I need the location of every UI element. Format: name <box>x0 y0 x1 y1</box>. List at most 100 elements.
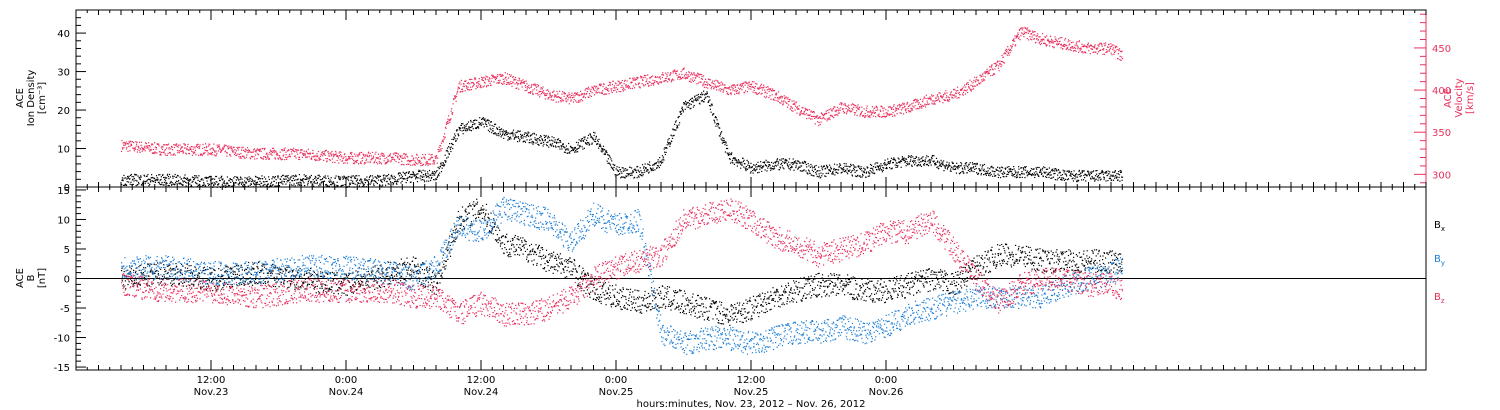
velocity-point <box>310 157 312 159</box>
density-point <box>215 181 217 183</box>
density-point <box>645 168 647 170</box>
velocity-point <box>1016 34 1018 36</box>
density-point <box>931 158 933 160</box>
density-point <box>285 183 287 185</box>
density-point <box>890 160 892 162</box>
velocity-point <box>775 94 777 96</box>
density-point <box>173 183 175 185</box>
density-point <box>590 136 593 138</box>
density-point <box>814 168 816 170</box>
density-point <box>487 129 489 131</box>
velocity-point <box>1081 51 1083 53</box>
density-point <box>775 161 777 163</box>
density-point <box>399 172 401 174</box>
density-point <box>579 145 581 147</box>
velocity-point <box>461 91 463 93</box>
density-point <box>573 148 575 150</box>
velocity-point <box>895 109 897 111</box>
velocity-point <box>579 99 581 101</box>
density-point <box>876 165 878 167</box>
density-point <box>488 131 491 133</box>
velocity-point <box>1064 37 1067 40</box>
density-point <box>930 159 932 161</box>
density-point <box>424 174 426 176</box>
velocity-point <box>499 73 501 75</box>
velocity-point <box>697 72 699 74</box>
velocity-point <box>269 149 272 151</box>
velocity-point <box>209 144 211 146</box>
density-point <box>821 175 823 177</box>
density-point <box>550 144 552 146</box>
density-point <box>920 165 923 167</box>
velocity-point <box>367 155 369 158</box>
density-point <box>211 182 213 184</box>
density-point <box>906 161 908 163</box>
density-point <box>651 169 653 171</box>
density-point <box>386 175 389 177</box>
density-point <box>530 134 532 136</box>
density-point <box>718 127 720 129</box>
velocity-point <box>699 81 701 83</box>
density-point <box>277 175 279 177</box>
density-point <box>574 151 576 153</box>
density-point <box>756 166 758 168</box>
density-point <box>905 165 907 167</box>
velocity-point <box>276 154 278 156</box>
velocity-point <box>521 80 523 82</box>
velocity-point <box>832 108 834 110</box>
density-point <box>471 125 473 127</box>
density-point <box>676 124 678 127</box>
velocity-point <box>191 146 193 148</box>
velocity-point <box>325 150 327 152</box>
velocity-point <box>846 105 848 107</box>
density-point <box>783 168 785 170</box>
velocity-point <box>751 81 753 83</box>
density-point <box>967 165 969 167</box>
velocity-point <box>844 103 846 105</box>
density-point <box>215 175 217 178</box>
velocity-point <box>248 149 250 151</box>
velocity-point <box>1012 39 1014 41</box>
velocity-point <box>923 96 926 98</box>
velocity-point <box>833 114 836 116</box>
velocity-point <box>1099 42 1101 44</box>
density-point <box>776 160 778 162</box>
velocity-point <box>602 83 605 85</box>
density-point <box>126 181 128 183</box>
density-point <box>514 136 516 139</box>
velocity-point <box>332 153 334 155</box>
velocity-point <box>370 159 372 161</box>
density-point <box>339 176 341 178</box>
velocity-point <box>296 151 298 153</box>
density-point <box>638 170 640 172</box>
velocity-point <box>695 74 698 76</box>
density-point <box>499 129 501 131</box>
density-point <box>549 139 551 141</box>
density-point <box>628 173 630 175</box>
velocity-point <box>952 94 954 96</box>
velocity-point <box>946 95 948 97</box>
density-point <box>792 158 794 160</box>
velocity-point <box>319 158 321 160</box>
density-point <box>424 181 426 183</box>
density-point <box>474 119 476 121</box>
velocity-point <box>787 96 789 99</box>
velocity-point <box>402 163 404 165</box>
velocity-point <box>1055 38 1057 40</box>
density-point <box>133 178 135 180</box>
velocity-point <box>962 93 964 95</box>
density-point <box>305 178 307 181</box>
velocity-point <box>374 159 377 161</box>
velocity-point <box>579 101 581 103</box>
velocity-point <box>424 157 426 159</box>
velocity-point <box>780 102 782 104</box>
velocity-point <box>620 86 622 89</box>
velocity-point <box>922 99 924 101</box>
velocity-point <box>874 112 876 114</box>
velocity-point <box>779 96 782 98</box>
velocity-point <box>723 88 725 90</box>
density-point <box>697 93 699 96</box>
velocity-point <box>580 90 582 92</box>
density-point <box>350 176 352 178</box>
density-point <box>245 181 247 183</box>
